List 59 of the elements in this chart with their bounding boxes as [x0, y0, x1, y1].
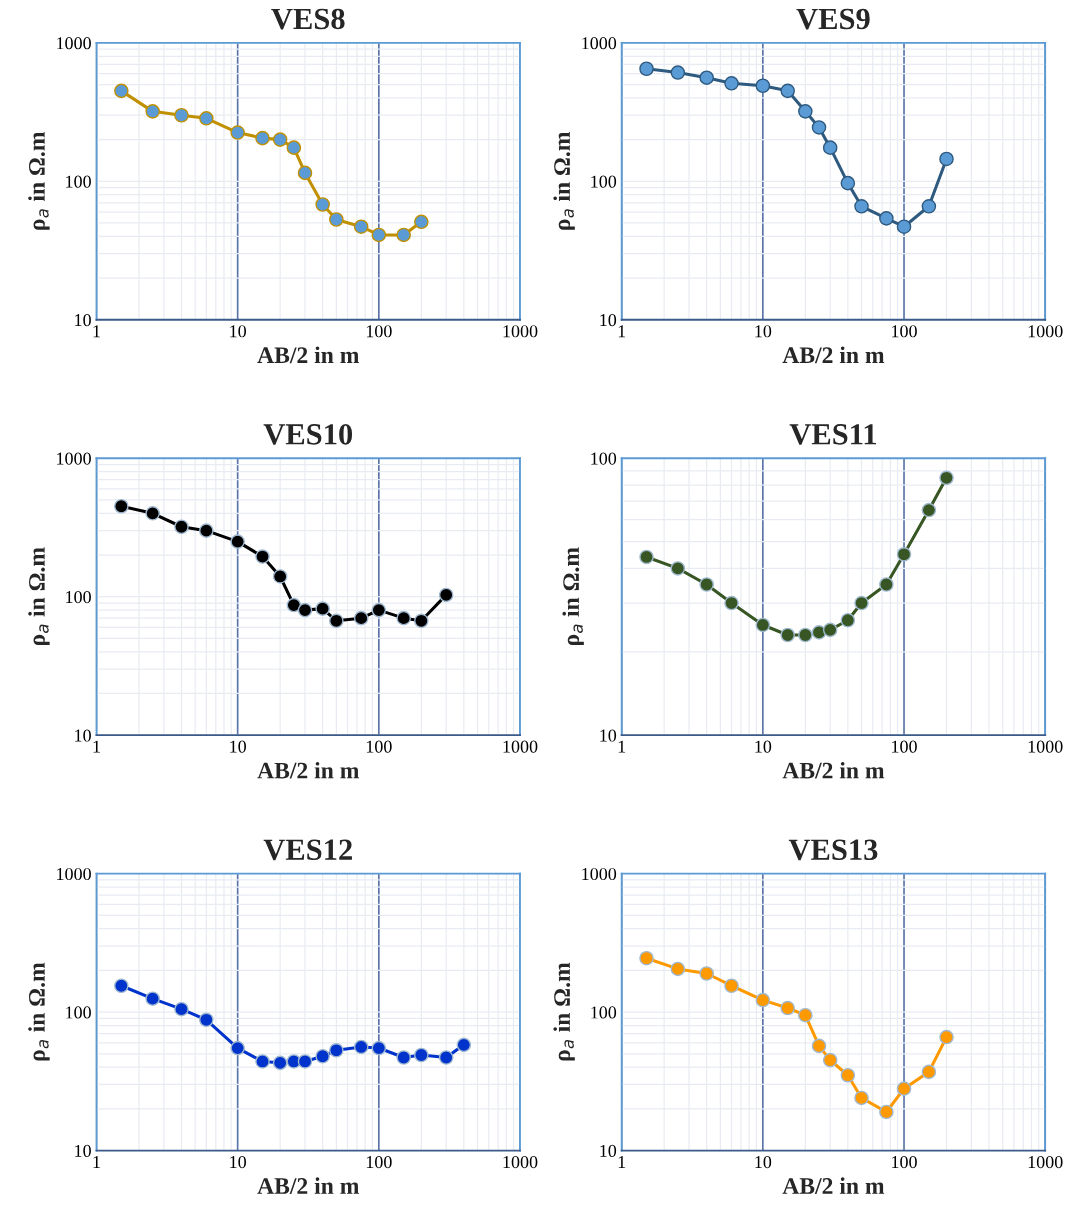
x-axis-title: AB/2 in m: [257, 1177, 360, 1194]
y-tick-label: 10: [600, 314, 617, 327]
x-axis-title: AB/2 in m: [782, 1177, 885, 1194]
y-tick-label: 100: [591, 175, 617, 188]
y-tick-label: 10: [600, 729, 617, 742]
x-tick-label: 1: [93, 325, 100, 338]
x-tick-label: 100: [366, 740, 392, 753]
y-axis-title: ρ$_{a}$ in Ω.m: [28, 547, 50, 646]
x-tick-label: 100: [892, 740, 917, 753]
x-tick-label: 1000: [1028, 1155, 1063, 1169]
y-axis-title: ρ$_{a}$ in Ω.m: [28, 131, 50, 230]
chart-title: VES13: [788, 839, 878, 861]
y-tick-label: 1000: [57, 452, 91, 465]
y-tick-label: 100: [66, 1006, 91, 1019]
y-tick-label: 10: [75, 729, 91, 742]
y-tick-label: 10: [600, 1144, 617, 1157]
chart-title: VES11: [789, 424, 877, 445]
y-tick-label: 1000: [582, 37, 617, 50]
x-tick-label: 10: [755, 1155, 772, 1169]
x-tick-label: 1000: [503, 1155, 538, 1169]
x-tick-label: 100: [366, 325, 392, 338]
chart-title: VES8: [271, 8, 345, 30]
x-tick-label: 1000: [503, 325, 538, 338]
y-tick-label: 100: [591, 1006, 617, 1019]
x-tick-label: 1: [93, 740, 100, 753]
x-tick-label: 10: [230, 325, 246, 338]
y-tick-label: 100: [66, 175, 91, 188]
x-axis-title: AB/2 in m: [782, 346, 885, 364]
y-axis-title: ρ$_{a}$ in Ω.m: [553, 962, 575, 1061]
x-tick-label: 1000: [1028, 740, 1063, 753]
x-tick-label: 1: [93, 1156, 100, 1168]
x-tick-label: 1000: [1028, 325, 1063, 338]
x-tick-label: 10: [755, 325, 772, 338]
y-tick-label: 100: [591, 452, 617, 465]
x-tick-label: 1: [618, 325, 626, 338]
y-tick-label: 10: [75, 1144, 91, 1157]
x-tick-label: 100: [892, 1155, 917, 1169]
x-tick-label: 100: [892, 325, 917, 338]
chart-title: VES12: [263, 839, 352, 861]
y-tick-label: 10: [75, 314, 91, 327]
y-axis-title: ρ$_{a}$ in Ω.m: [562, 547, 584, 646]
y-tick-label: 100: [66, 590, 91, 604]
chart-title: VES9: [796, 8, 870, 30]
x-tick-label: 100: [366, 1155, 392, 1169]
x-axis-title: AB/2 in m: [257, 761, 360, 779]
x-axis-title: AB/2 in m: [782, 761, 885, 779]
x-tick-label: 1: [618, 1156, 626, 1168]
x-tick-label: 1: [618, 740, 626, 753]
x-axis-title: AB/2 in m: [257, 346, 360, 364]
y-tick-label: 1000: [582, 867, 617, 881]
x-tick-label: 1000: [503, 740, 538, 753]
y-tick-label: 1000: [57, 867, 91, 881]
chart-title: VES10: [263, 424, 353, 445]
x-tick-label: 10: [755, 740, 772, 753]
y-tick-label: 1000: [57, 37, 91, 50]
y-axis-title: ρ$_{a}$ in Ω.m: [28, 962, 50, 1061]
y-axis-title: ρ$_{a}$ in Ω.m: [553, 131, 575, 230]
x-tick-label: 10: [230, 1155, 246, 1169]
x-tick-label: 10: [230, 740, 246, 753]
